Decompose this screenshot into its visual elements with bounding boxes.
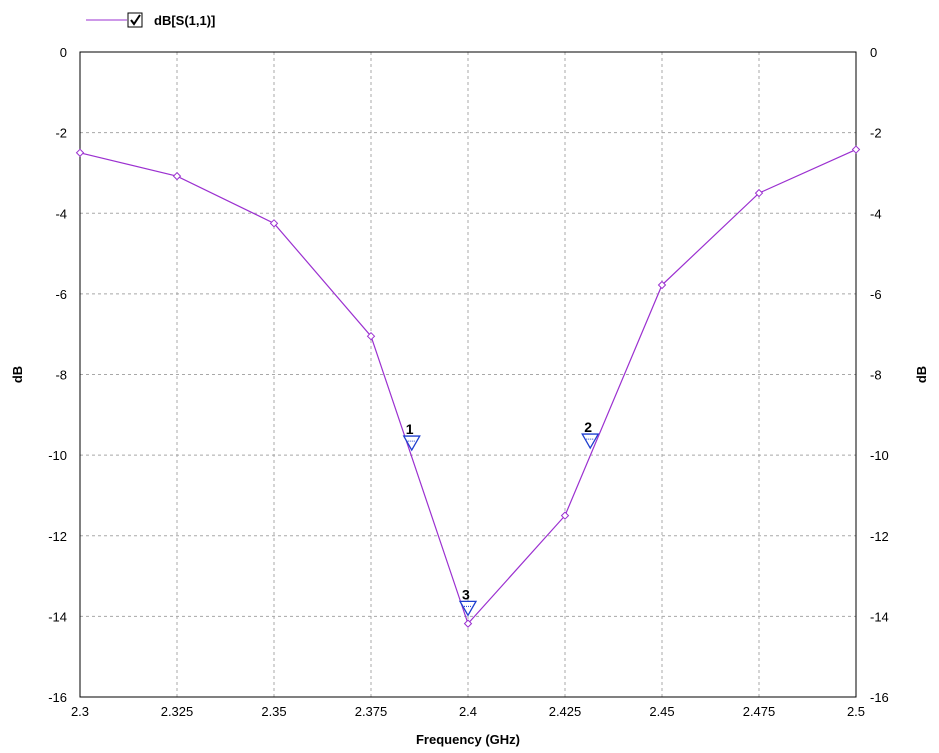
y-tick-label-left: -6 [55, 287, 67, 302]
data-point [754, 188, 764, 198]
plot-frame [79, 51, 857, 698]
y-tick-label-right: -2 [870, 126, 882, 141]
marker-label: 2 [584, 419, 592, 435]
y-tick-label-left: -16 [48, 690, 67, 705]
marker-1: 1 [402, 421, 421, 452]
y-tick-label-right: 0 [870, 45, 877, 60]
y-axis-label-right: dB [914, 366, 929, 383]
x-tick-label: 2.5 [847, 704, 865, 719]
y-tick-label-right: -4 [870, 206, 882, 221]
data-point [657, 280, 667, 290]
marker-2: 2 [581, 419, 600, 450]
x-tick-label: 2.375 [355, 704, 388, 719]
data-point [172, 171, 182, 181]
y-tick-label-left: -8 [55, 368, 67, 383]
marker-label: 1 [406, 421, 414, 437]
y-tick-labels-right: 0 -2 -4 -6 -8 -10 -12 -14 -16 [870, 45, 889, 705]
x-tick-labels: 2.3 2.325 2.35 2.375 2.4 2.425 2.45 2.475 2.5 [71, 704, 865, 719]
x-axis-label: Frequency (GHz) [416, 732, 520, 747]
y-tick-label-right: -10 [870, 448, 889, 463]
marker-label: 3 [462, 586, 470, 602]
x-tick-label: 2.35 [261, 704, 286, 719]
data-point [463, 619, 473, 628]
data-point [366, 331, 376, 341]
x-tick-label: 2.45 [649, 704, 674, 719]
x-tick-label: 2.325 [161, 704, 194, 719]
x-tick-label: 2.475 [743, 704, 776, 719]
x-tick-label: 2.425 [549, 704, 582, 719]
y-tick-label-left: -10 [48, 448, 67, 463]
marker-layer: 1 2 3 [402, 419, 600, 617]
marker-triangle [402, 435, 421, 452]
series-layer [75, 145, 861, 628]
checkmark-icon [130, 14, 141, 26]
legend[interactable]: dB[S(1,1)] [86, 12, 215, 28]
marker-triangle [581, 433, 600, 450]
y-tick-label-right: -8 [870, 368, 882, 383]
marker-3: 3 [458, 586, 478, 617]
y-tick-label-right: -6 [870, 287, 882, 302]
y-tick-label-right: -12 [870, 529, 889, 544]
legend-label: dB[S(1,1)] [154, 13, 215, 28]
y-tick-label-left: -12 [48, 529, 67, 544]
data-point [851, 145, 861, 154]
y-tick-label-right: -16 [870, 690, 889, 705]
data-point [560, 511, 570, 520]
y-tick-label-left: -4 [55, 206, 67, 221]
x-tick-label: 2.3 [71, 704, 89, 719]
y-tick-label-right: -14 [870, 609, 889, 624]
y-tick-label-left: -2 [55, 126, 67, 141]
y-tick-label-left: 0 [60, 45, 67, 60]
y-tick-labels-left: 0 -2 -4 -6 -8 -10 -12 -14 -16 [48, 45, 67, 705]
data-point [269, 219, 279, 228]
y-tick-label-left: -14 [48, 609, 67, 624]
marker-triangle [458, 600, 478, 617]
y-axis-label-left: dB [10, 366, 25, 383]
data-point [75, 148, 85, 157]
x-tick-label: 2.4 [459, 704, 477, 719]
